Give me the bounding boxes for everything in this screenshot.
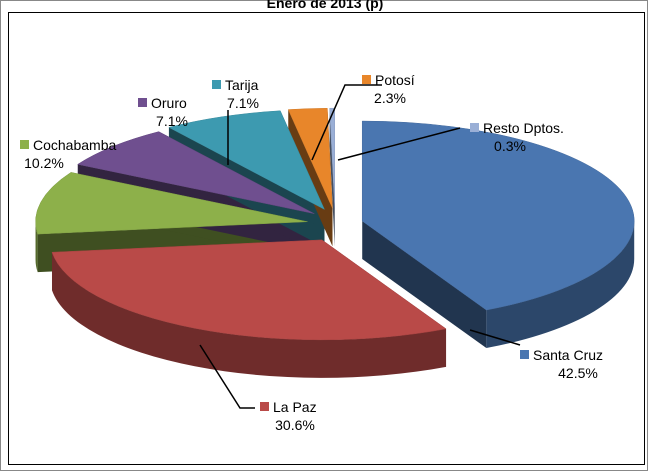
legend-swatch [362,75,371,84]
leader-line [311,84,382,161]
value-label: 0.3% [494,138,526,154]
legend-swatch [20,140,29,149]
slice [361,120,635,311]
leader-line [469,329,521,346]
category-label: Cochabamba [33,137,116,153]
legend-swatch [470,123,479,132]
slice [35,172,308,235]
plot-frame [8,12,645,465]
category-label: Potosí [375,72,415,88]
leader-line [199,344,255,409]
legend-swatch [138,98,147,107]
legend-swatch [520,350,529,359]
chart-title: Enero de 2013 (p) [267,0,384,11]
value-label: 30.6% [275,417,315,433]
slice-side [51,252,447,378]
value-label: 7.1% [156,113,188,129]
category-label: La Paz [273,399,317,415]
leader-line [337,127,461,161]
value-label: 7.1% [227,95,259,111]
legend-swatch [212,80,221,89]
category-label: Resto Dptos. [483,120,564,136]
labels: Santa Cruz 42.5% La Paz 30.6% Cochabamba 10.2… [20,72,603,433]
value-label: 42.5% [558,365,598,381]
category-label: Oruro [151,95,187,111]
value-label: 2.3% [374,90,406,106]
category-label: Tarija [225,77,259,93]
slice-side [486,221,635,349]
category-label: Santa Cruz [533,347,603,363]
slice-side [35,221,38,273]
legend-swatch [260,402,269,411]
slice [168,110,325,210]
slice-cut [362,221,487,349]
slice [287,108,333,209]
value-label: 10.2% [24,155,64,171]
pie [35,107,635,378]
slice [77,131,315,214]
slice [51,239,447,341]
leaders [199,84,521,409]
slice-cut [329,108,335,247]
